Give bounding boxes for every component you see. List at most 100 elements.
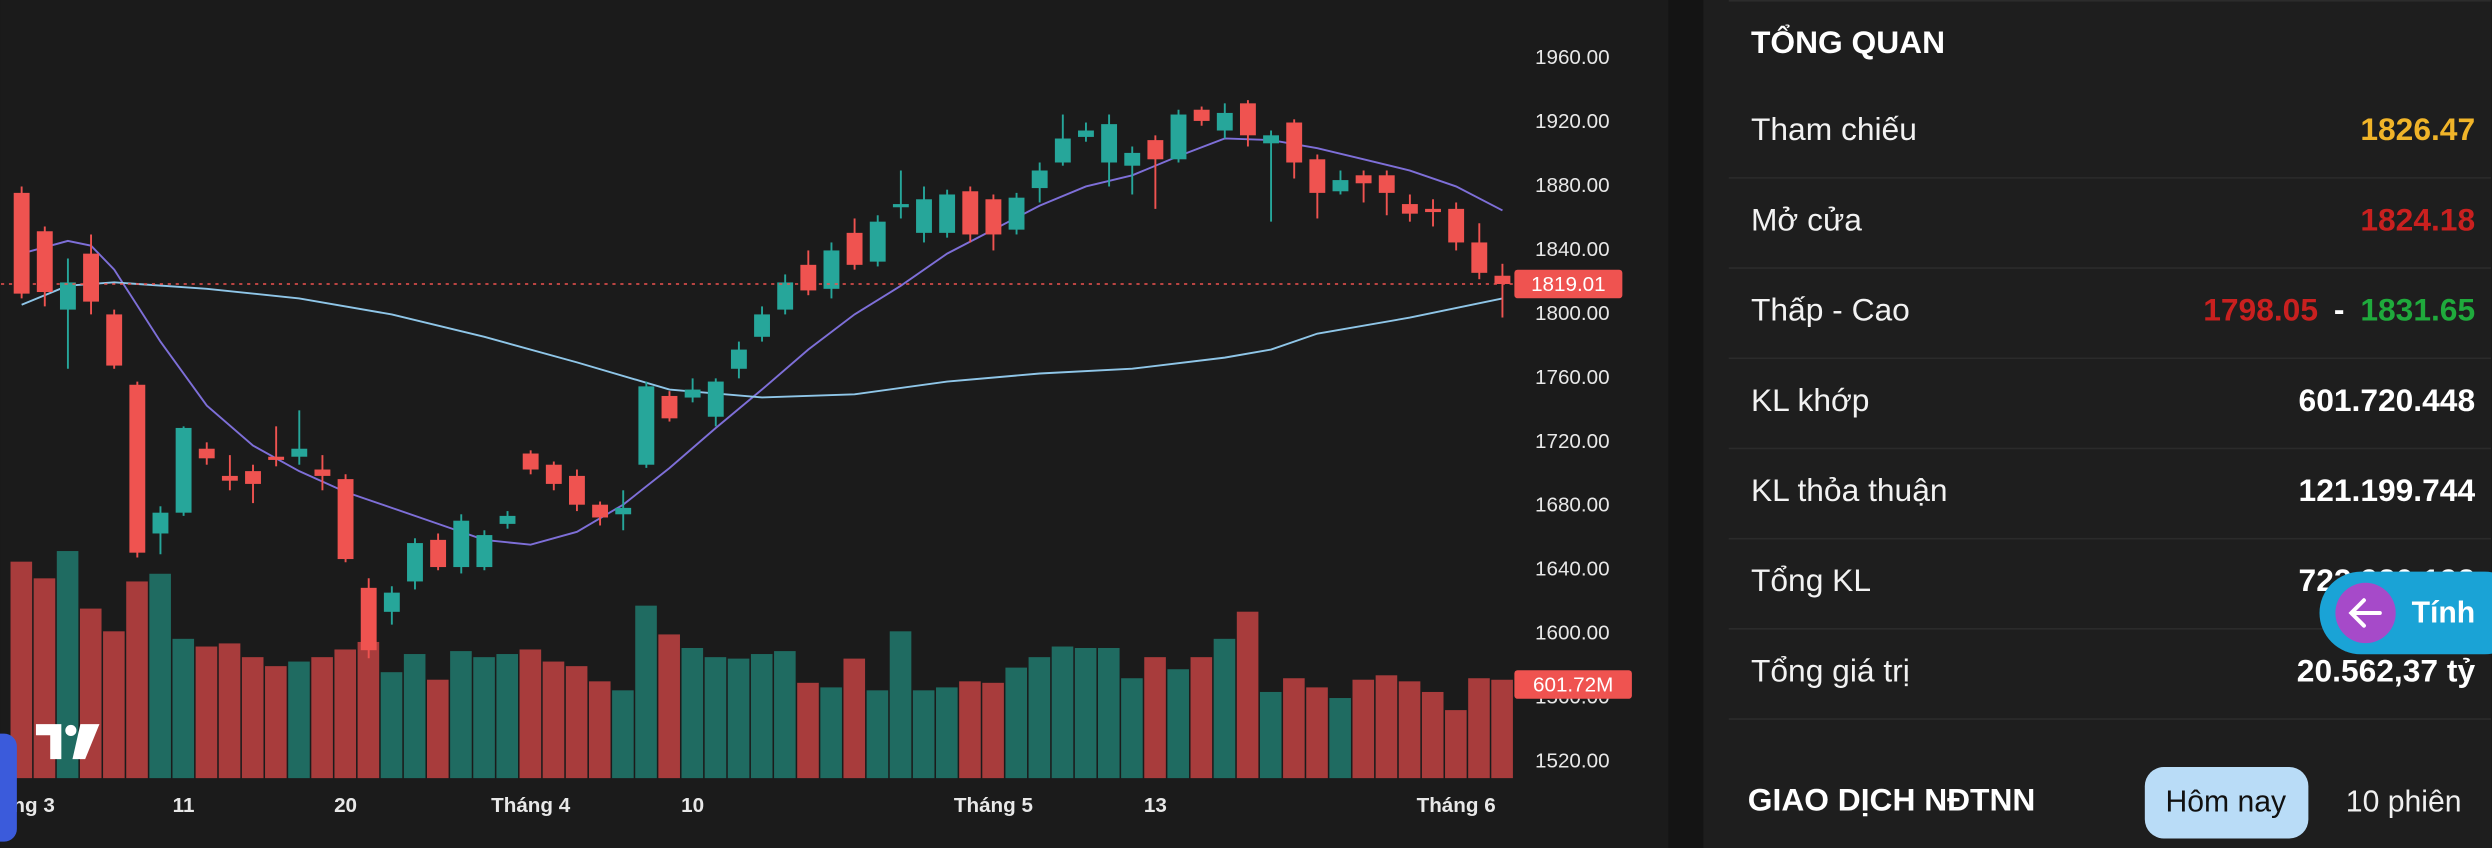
y-tick-label: 1520.00 — [1535, 750, 1610, 773]
float-button[interactable]: Tính — [2319, 571, 2492, 655]
y-tick-label: 1880.00 — [1535, 174, 1610, 197]
volume-bar — [959, 681, 981, 779]
candle-body — [1378, 175, 1395, 193]
volume-bar — [750, 654, 773, 779]
logo-part — [65, 724, 77, 737]
volume-bar — [588, 681, 611, 779]
candle-body — [221, 475, 238, 481]
x-tick-label: Tháng 5 — [954, 794, 1033, 817]
candle-body — [198, 448, 215, 459]
volume-bar — [1213, 638, 1236, 779]
volume-bar — [149, 573, 171, 779]
y-tick-label: 1680.00 — [1535, 494, 1610, 517]
tab-label[interactable]: 10 phiên — [2346, 786, 2462, 819]
panel-title: TỔNG QUAN — [1751, 24, 1945, 60]
volume-bar — [1097, 647, 1120, 779]
volume-bar — [1375, 675, 1398, 779]
candle-body — [985, 199, 1002, 235]
y-tick-label: 1800.00 — [1535, 302, 1610, 325]
candle-body — [777, 282, 794, 310]
volume-bar — [496, 654, 519, 779]
volume-bar — [56, 551, 79, 779]
section-title: GIAO DỊCH NĐTNN — [1748, 781, 2036, 817]
row-value: 1826.47 — [2360, 111, 2475, 147]
row-label: KL khớp — [1751, 382, 1870, 418]
volume-bar — [1167, 669, 1189, 779]
volume-bar — [357, 641, 380, 779]
candle-body — [1170, 114, 1187, 160]
candle-body — [962, 191, 979, 235]
volume-bar — [1352, 679, 1375, 779]
candle-body — [175, 427, 192, 513]
float-button-label[interactable]: Tính — [2412, 597, 2476, 630]
volume-bar — [103, 631, 125, 779]
last-volume-tag — [1514, 670, 1632, 699]
y-tick-label: 2000.00 — [1535, 0, 1610, 5]
side-handle[interactable] — [0, 733, 17, 842]
volume-bar — [797, 682, 819, 779]
candle-body — [476, 535, 493, 568]
volume-bar — [1051, 646, 1074, 779]
volume-bar — [1283, 678, 1305, 779]
x-tick-label: 20 — [334, 794, 357, 817]
volume-bar — [218, 643, 241, 779]
candle-body — [1239, 103, 1256, 136]
candle-body — [430, 539, 447, 568]
row-value: 1824.18 — [2360, 201, 2475, 237]
candle-body — [1124, 152, 1141, 166]
candle-body — [1286, 122, 1303, 163]
y-tick-label: 1640.00 — [1535, 558, 1610, 581]
candle-body — [1008, 197, 1025, 230]
volume-bar — [912, 690, 935, 779]
candle-body — [1078, 130, 1094, 137]
volume-bar — [982, 682, 1004, 779]
candle-body — [1031, 170, 1048, 189]
panel-background — [1703, 0, 2492, 848]
candle-body — [83, 253, 99, 302]
row-label: Tổng giá trị — [1751, 652, 1910, 688]
x-tick-label: Tháng 6 — [1417, 794, 1496, 817]
candle-body — [1216, 112, 1233, 131]
volume-bar — [473, 657, 495, 779]
volume-bar — [1491, 679, 1513, 779]
tab-active[interactable] — [2144, 767, 2309, 839]
x-tick-label: Tháng 4 — [491, 794, 571, 817]
candle-body — [36, 231, 53, 293]
candle-body — [1309, 159, 1326, 193]
volume-bar — [241, 657, 264, 779]
volume-bar — [658, 634, 680, 779]
last-volume-label: 601.72M — [1533, 674, 1613, 697]
candle-body — [707, 381, 724, 417]
row-value-high: 1831.65 — [2360, 292, 2475, 328]
volume-bar — [126, 581, 148, 779]
candle-body — [1494, 275, 1511, 285]
volume-bar — [380, 672, 403, 779]
candle-body — [499, 515, 516, 524]
volume-bar — [450, 651, 472, 779]
volume-bar — [565, 666, 588, 779]
candle-body — [291, 448, 308, 457]
candle-body — [916, 199, 932, 233]
price-chart: 1520.001560.001600.001640.001680.001720.… — [0, 0, 1632, 817]
row-value: 121.199.744 — [2299, 472, 2476, 508]
candle-body — [453, 520, 470, 568]
candle-body — [1147, 140, 1164, 160]
volume-bar — [195, 646, 218, 779]
volume-bar — [1445, 710, 1467, 779]
candle-body — [1425, 208, 1441, 213]
volume-bar — [1329, 698, 1351, 779]
y-tick-label: 1920.00 — [1535, 110, 1610, 133]
candle-body — [661, 395, 678, 419]
candle-body — [383, 592, 400, 612]
volume-bar — [288, 661, 310, 779]
candle-body — [1401, 204, 1418, 214]
volume-bar — [1236, 611, 1259, 779]
tab-label[interactable]: Hôm nay — [2165, 786, 2287, 819]
volume-bar — [1398, 681, 1421, 779]
row-label: Mở cửa — [1751, 201, 1862, 237]
candle-body — [592, 504, 609, 518]
candle-body — [245, 471, 261, 484]
volume-bar — [704, 657, 727, 779]
candle-body — [684, 389, 701, 398]
